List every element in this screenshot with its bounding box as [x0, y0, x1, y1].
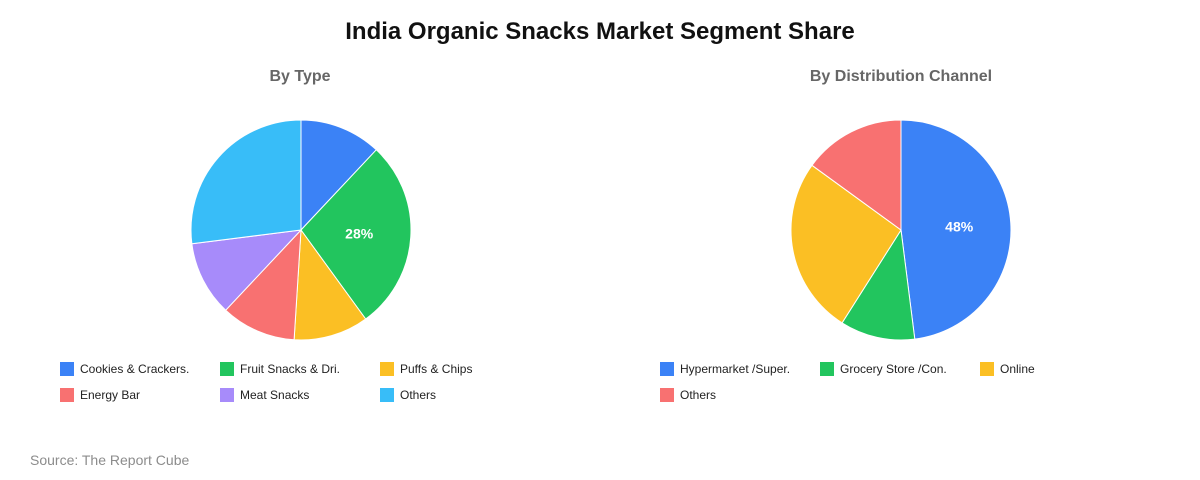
pie-slice-puffs-chips — [293, 228, 367, 341]
slice-label-fruit-snacks-dri: 28% — [345, 226, 374, 242]
legend-label: Online — [1000, 362, 1035, 376]
legend-item-cookies-crackers[interactable]: Cookies & Crackers. — [60, 361, 189, 377]
legend-label: Puffs & Chips — [400, 362, 473, 376]
legend-item-puffs-chips[interactable]: Puffs & Chips — [380, 361, 472, 377]
legend-swatch — [60, 388, 74, 402]
legend-swatch — [380, 388, 394, 402]
channel-pie-chart: 48% — [790, 119, 1012, 341]
pie-slice-fruit-snacks-dri — [300, 149, 412, 320]
legend-label: Others — [680, 388, 717, 402]
pie-slice-others — [811, 119, 902, 231]
legend-item-online[interactable]: Online — [980, 361, 1035, 377]
pie-slice-cookies-crackers — [300, 119, 378, 232]
legend-label: Hypermarket /Super. — [680, 362, 791, 376]
legend-item-energy-bar[interactable]: Energy Bar — [60, 387, 140, 403]
legend-label: Fruit Snacks & Dri. — [240, 362, 341, 376]
legend-swatch — [660, 388, 674, 402]
pie-slice-energy-bar — [224, 228, 302, 341]
legend-swatch — [380, 362, 394, 376]
slice-label-hypermarket-super: 48% — [945, 218, 974, 234]
legend-item-fruit-snacks-dri[interactable]: Fruit Snacks & Dri. — [220, 361, 340, 377]
pie-slice-hypermarket-super — [900, 119, 1012, 340]
pie-slice-meat-snacks — [191, 229, 303, 311]
legend-item-hypermarket-super[interactable]: Hypermarket /Super. — [660, 361, 790, 377]
pie-slice-grocery-store-con — [841, 228, 916, 341]
pie-slice-others — [190, 119, 302, 245]
legend-label: Meat Snacks — [240, 388, 310, 402]
type-pie-subtitle: By Type — [269, 68, 331, 85]
legend-label: Grocery Store /Con. — [840, 362, 947, 376]
legend-label: Cookies & Crackers. — [80, 362, 190, 376]
legend-swatch — [60, 362, 74, 376]
legend-swatch — [660, 362, 674, 376]
legend-item-meat-snacks[interactable]: Meat Snacks — [220, 387, 309, 403]
legend-label: Energy Bar — [80, 388, 141, 402]
legend-swatch — [820, 362, 834, 376]
source-note: Source: The Report Cube — [30, 452, 190, 468]
legend-swatch — [220, 362, 234, 376]
legend-item-others[interactable]: Others — [660, 387, 716, 403]
chart-title: India Organic Snacks Market Segment Shar… — [345, 18, 855, 45]
pie-slice-online — [790, 164, 902, 324]
legend-item-others[interactable]: Others — [380, 387, 436, 403]
legend-swatch — [220, 388, 234, 402]
legend-item-grocery-store-con[interactable]: Grocery Store /Con. — [820, 361, 947, 377]
legend-label: Others — [400, 388, 437, 402]
type-pie-chart: 28% — [190, 119, 412, 341]
legend-swatch — [980, 362, 994, 376]
channel-pie-subtitle: By Distribution Channel — [809, 68, 993, 85]
